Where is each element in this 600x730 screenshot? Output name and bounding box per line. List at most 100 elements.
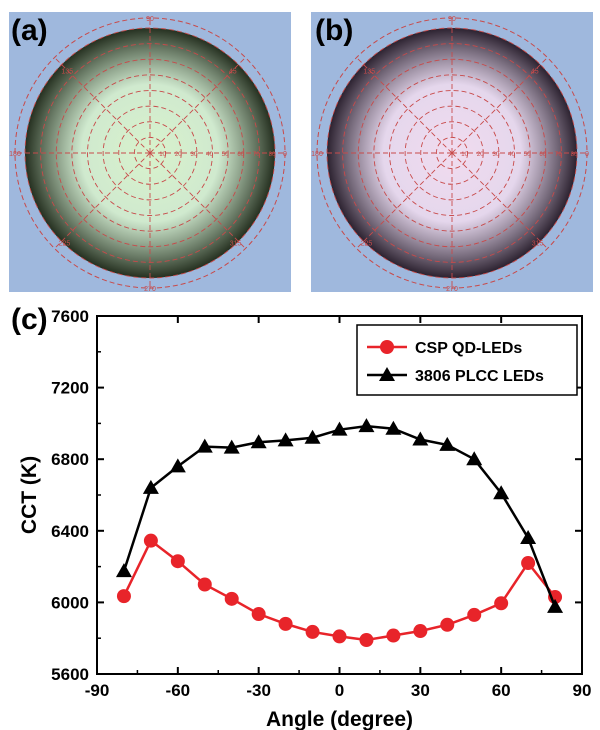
series-1-point: [250, 434, 267, 449]
series-0-point: [332, 629, 347, 644]
polar-a-outer-ring: [14, 17, 286, 289]
series-0-point: [386, 628, 401, 643]
panel-b-label: (b): [315, 14, 354, 47]
polar-a-radial-label: 50: [222, 152, 229, 158]
polar-b-angle-label: 270: [446, 286, 458, 292]
polar-a-radial-label: 70: [253, 152, 260, 158]
x-tick-label: -60: [166, 681, 191, 700]
polar-a-spoke: [54, 152, 151, 249]
polar-b-angle-label: 135: [363, 68, 375, 75]
series-1-point: [142, 479, 159, 494]
polar-b-angle-label: 90: [448, 16, 456, 23]
polar-b-angle-label: 225: [361, 241, 373, 248]
series-0-point: [251, 607, 266, 622]
polar-a-radial-label: 60: [237, 152, 244, 158]
polar-plot-a: 90 45 0 315 270 225 180 135 10 20 30 40 50 60 70 80: [9, 12, 291, 293]
series-line-0: [122, 538, 557, 642]
series-0-point: [116, 589, 131, 604]
polar-b-spoke: [356, 152, 453, 249]
panel-c-label: (c): [11, 303, 48, 336]
series-0-point: [494, 596, 509, 611]
polar-a-ring: [118, 121, 182, 185]
x-tick-label: 30: [411, 681, 430, 700]
polar-a-radial-label: 40: [206, 152, 213, 158]
polar-a-angle-label: 135: [61, 68, 73, 75]
series-0-point: [143, 533, 158, 548]
y-tick-label: 6800: [51, 450, 89, 469]
series-1-point: [358, 418, 375, 433]
y-tick-label: 6400: [51, 522, 89, 541]
y-axis-label: CCT (K): [18, 456, 41, 534]
polar-plot-b: 90 45 0 315 270 225 180 135 10 20 30 40 50 60 70 80: [311, 12, 593, 293]
y-tick-label: 7600: [51, 307, 89, 326]
polar-a-angle-label: 225: [59, 241, 71, 248]
polar-b-spoke: [356, 57, 453, 154]
series-1-point: [223, 439, 240, 454]
series-0-point: [440, 617, 455, 632]
polar-b-angle-label: 45: [531, 68, 539, 75]
polar-b-radial-label: 30: [493, 152, 500, 158]
polar-a-ring: [133, 136, 167, 170]
polar-b-ring: [435, 136, 469, 170]
polar-b-radial-label: 70: [555, 152, 562, 158]
series-1-point: [547, 598, 564, 613]
polar-a-angle-label: 90: [146, 16, 154, 23]
legend-marker-0: [380, 340, 394, 354]
panel-a-label: (a): [11, 14, 48, 47]
x-tick-label: -90: [85, 681, 110, 700]
polar-b-ring: [404, 105, 500, 201]
polar-a-ring: [102, 105, 198, 201]
series-0-point: [521, 556, 536, 571]
series-1-point: [277, 432, 294, 447]
polar-b-ring: [389, 90, 515, 216]
series-1-point: [304, 429, 321, 444]
polar-b-ring: [420, 121, 484, 185]
polar-a-ring: [40, 43, 260, 263]
series-1-point: [520, 529, 537, 544]
series-1-point: [412, 431, 429, 446]
series-0-point: [224, 591, 239, 606]
series-1-point: [493, 485, 510, 500]
polar-b-radial-label: 60: [539, 152, 546, 158]
polar-b-ring: [342, 43, 562, 263]
polar-a-angle-label: 180: [9, 151, 21, 158]
polar-b-radial-label: 20: [477, 152, 484, 158]
legend-box: [356, 324, 578, 396]
polar-b-radial-label: 80: [571, 152, 578, 158]
series-1-point: [115, 563, 132, 578]
series-1-point: [466, 451, 483, 466]
polar-b-radial-label: 10: [461, 152, 468, 158]
polar-b-radial-label: 50: [524, 152, 531, 158]
polar-a-angle-label: 315: [230, 241, 242, 248]
series-0-point: [170, 554, 185, 569]
y-tick-label: 7200: [51, 379, 89, 398]
polar-b-ring: [373, 74, 531, 232]
polar-a-spoke: [149, 152, 246, 249]
series-0-point: [467, 607, 482, 622]
series-1-point: [385, 420, 402, 435]
legend-marker-1: [379, 367, 395, 381]
series-0-point: [359, 632, 374, 647]
x-tick-label: 60: [492, 681, 511, 700]
polar-a-radial-label: 30: [191, 152, 198, 158]
x-tick-label: 90: [573, 681, 592, 700]
y-tick-label: 5600: [51, 665, 89, 684]
polar-b-spoke: [451, 57, 548, 154]
polar-a-radial-label: 10: [159, 152, 166, 158]
cct-chart: -90 -60 -30 0 30 60 90 5600 6000 6400 6800 7200 7600…: [18, 307, 592, 730]
legend-label-1: 3806 PLCC LEDs: [415, 368, 544, 385]
x-tick-label: -30: [246, 681, 271, 700]
series-0-point: [413, 624, 428, 639]
series-0-point: [278, 616, 293, 631]
polar-a-ring: [87, 90, 213, 216]
polar-plot-a-svg: 90 45 0 315 270 225 180 135 10 20 30 40 50 60 70 80: [9, 16, 287, 293]
polar-a-angle-label: 0: [283, 151, 287, 158]
polar-a-angle-label: 45: [229, 68, 237, 75]
polar-b-angle-label: 0: [585, 151, 589, 158]
legend-label-0: CSP QD-LEDs: [415, 340, 522, 357]
series-line-1: [122, 424, 557, 608]
polar-b-angle-label: 180: [311, 151, 323, 158]
polar-plot-b-svg: 90 45 0 315 270 225 180 135 10 20 30 40 50 60 70 80: [311, 16, 589, 293]
polar-a-radial-label: 20: [175, 152, 182, 158]
x-tick-label: 0: [335, 681, 344, 700]
